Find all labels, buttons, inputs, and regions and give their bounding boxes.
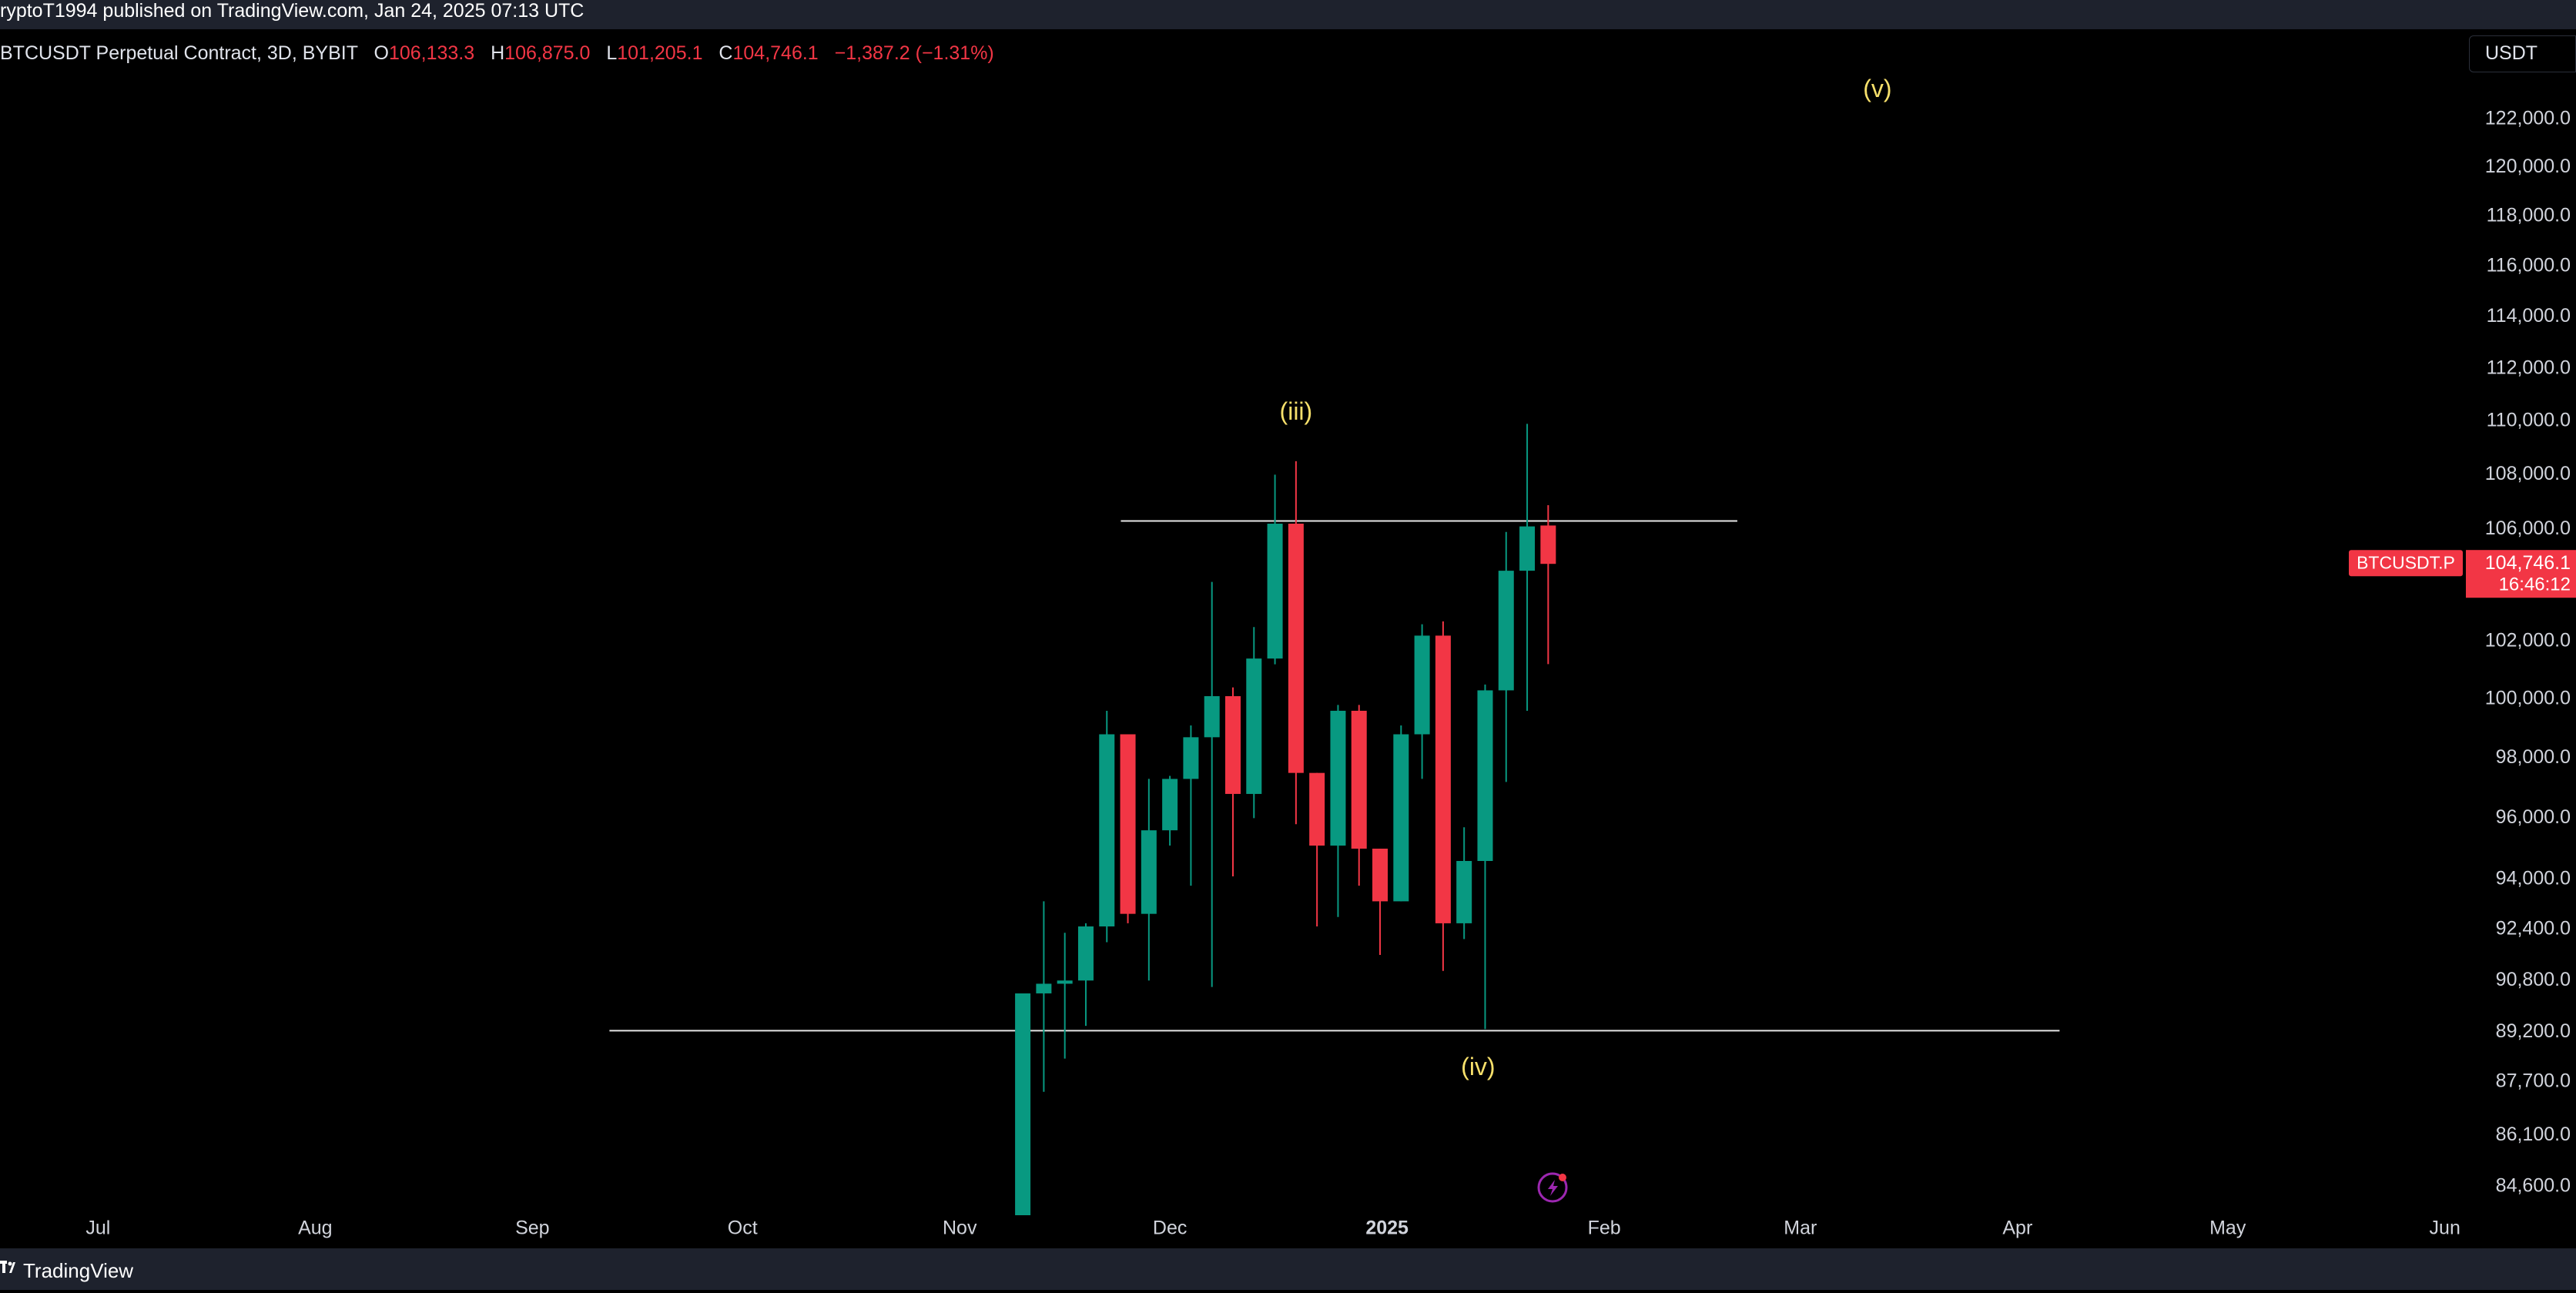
time-tick-label: Oct: [728, 1218, 758, 1239]
time-axis: Jul Aug Sep Oct Nov Dec 2025 Feb Mar Apr May Jun: [85, 1218, 2460, 1239]
candle-body: [1246, 658, 1262, 794]
candle-body: [1477, 690, 1493, 861]
wave-label: (v): [1863, 75, 1891, 102]
time-tick-label: Sep: [515, 1218, 549, 1239]
time-tick-label: Dec: [1153, 1218, 1187, 1239]
price-tick-label: 94,000.0: [2496, 868, 2571, 889]
symbol-legend: BTCUSDT Perpetual Contract, 3D, BYBIT O1…: [0, 39, 994, 68]
last-price-tag: [2466, 550, 2576, 598]
candle-body: [1183, 737, 1199, 779]
price-chart[interactable]: (iii) (iv) (v) 122,000.0 120,000.0 118,000.0…: [0, 29, 2576, 1248]
wave-label: (iii): [1280, 397, 1313, 425]
candle-body: [1162, 779, 1178, 831]
price-tick-label: 84,600.0: [2496, 1175, 2571, 1197]
open-value: 106,133.3: [388, 42, 475, 64]
price-axis: 122,000.0 120,000.0 118,000.0 116,000.0 114,…: [2485, 107, 2571, 1196]
price-tick-label: 108,000.0: [2485, 463, 2571, 484]
time-tick-label: May: [2209, 1218, 2246, 1239]
wave-labels-layer: (iii) (iv) (v): [1280, 75, 1892, 1080]
candle-body: [1120, 734, 1136, 914]
time-tick-label: 2025: [1365, 1218, 1409, 1239]
candle-body: [1077, 926, 1094, 981]
horizontal-lines-layer: [609, 520, 2060, 1032]
high-value: 106,875.0: [504, 42, 591, 64]
top-bar: ryptoT1994 published on TradingView.com,…: [0, 0, 2576, 29]
currency-label: USDT: [2485, 42, 2538, 64]
tradingview-logo-icon: [0, 1261, 15, 1273]
price-tick-label: 96,000.0: [2496, 806, 2571, 828]
brand-name[interactable]: TradingView: [23, 1259, 134, 1282]
published-info: ryptoT1994 published on TradingView.com,…: [0, 0, 585, 22]
price-tick-label: 112,000.0: [2487, 357, 2571, 378]
time-tick-label: Feb: [1588, 1218, 1621, 1239]
price-tick-label: 110,000.0: [2487, 409, 2571, 430]
candle-body: [1351, 710, 1367, 849]
time-tick-label: Nov: [943, 1218, 977, 1239]
candle-body: [1435, 635, 1451, 923]
price-tick-label: 122,000.0: [2485, 107, 2571, 129]
price-tick-label: 118,000.0: [2487, 205, 2571, 226]
high-key: H: [491, 42, 505, 64]
price-tick-label: 114,000.0: [2487, 305, 2571, 327]
alert-icon[interactable]: [1537, 1172, 1568, 1203]
last-price-label-group: BTCUSDT.P 104,746.116:46:12: [2349, 550, 2576, 598]
low-value: 101,205.1: [617, 42, 703, 64]
time-tick-label: Mar: [1784, 1218, 1817, 1239]
price-tick-label: 90,800.0: [2496, 969, 2571, 990]
price-tick-label: 102,000.0: [2485, 629, 2571, 651]
close-key: C: [719, 42, 733, 64]
price-tick-label: 92,400.0: [2496, 918, 2571, 940]
footer-bar: TradingView: [0, 1248, 2576, 1290]
close-value: 104,746.1: [732, 42, 819, 64]
candle-body: [1288, 524, 1304, 773]
candle-body: [1225, 696, 1241, 794]
candle-body: [1393, 734, 1409, 902]
currency-selector[interactable]: USDT: [2469, 35, 2576, 72]
candle-body: [1330, 710, 1346, 846]
candle-body: [1519, 526, 1536, 571]
candle-body: [1498, 571, 1514, 691]
last-price-value: 104,746.1: [2485, 552, 2571, 574]
price-tick-label: 116,000.0: [2487, 254, 2571, 276]
price-tick-label: 120,000.0: [2485, 156, 2571, 177]
symbol-price-tag: [2349, 550, 2463, 577]
price-tick-label: 100,000.0: [2485, 687, 2571, 708]
candle-body: [1414, 635, 1430, 735]
candle-bodies-layer: [1015, 524, 1556, 1215]
time-tick-label: Apr: [2002, 1218, 2032, 1239]
open-key: O: [374, 42, 389, 64]
candle-body: [1309, 772, 1325, 846]
candle-body: [1540, 525, 1556, 564]
time-tick-label: Jun: [2430, 1218, 2460, 1239]
time-tick-label: Aug: [298, 1218, 332, 1239]
candle-body: [1141, 830, 1157, 914]
price-tick-label: 86,100.0: [2496, 1124, 2571, 1145]
candle-body: [1099, 734, 1115, 926]
time-tick-label: Jul: [85, 1218, 110, 1239]
candle-body: [1204, 696, 1220, 738]
price-tick-label: 106,000.0: [2485, 518, 2571, 539]
price-tick-label: 98,000.0: [2496, 746, 2571, 768]
candle-body: [1372, 849, 1388, 902]
candle-body: [1036, 983, 1052, 993]
price-tick-label: 87,700.0: [2496, 1070, 2571, 1091]
price-tick-label: 89,200.0: [2496, 1020, 2571, 1042]
low-key: L: [606, 42, 618, 64]
candle-body: [1057, 980, 1073, 984]
wave-label: (iv): [1461, 1053, 1495, 1080]
symbol-price-tag-label: BTCUSDT.P: [2357, 552, 2455, 572]
candle-body: [1456, 860, 1472, 923]
candle-countdown: 16:46:12: [2499, 574, 2571, 595]
change-value: −1,387.2 (−1.31%): [834, 42, 994, 64]
candle-body: [1015, 993, 1031, 1215]
candle-body: [1267, 524, 1283, 659]
symbol-description[interactable]: BTCUSDT Perpetual Contract, 3D, BYBIT: [0, 42, 358, 64]
